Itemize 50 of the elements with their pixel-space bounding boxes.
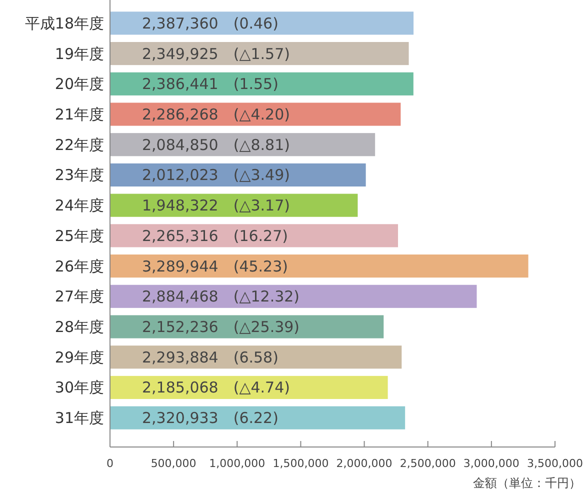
data-label: 2,349,925 (△1.57) bbox=[142, 44, 290, 63]
data-label: 2,884,468 (△12.32) bbox=[142, 288, 300, 306]
y-tick-label: 31年度 bbox=[54, 409, 104, 428]
x-tick-label: 2,500,000 bbox=[400, 457, 456, 470]
data-label: 2,084,850 (△8.81) bbox=[142, 136, 290, 154]
x-tick-label: 1,000,000 bbox=[209, 457, 266, 470]
data-label: 1,948,322 (△3.17) bbox=[142, 196, 290, 215]
y-tick-label: 29年度 bbox=[54, 348, 104, 366]
bar bbox=[110, 12, 414, 35]
x-tick-label: 1,500,000 bbox=[272, 457, 329, 470]
y-tick-label: 23年度 bbox=[54, 166, 104, 184]
y-tick-label: 26年度 bbox=[54, 257, 104, 276]
y-tick-label: 22年度 bbox=[54, 136, 104, 154]
y-tick-label: 平成18年度 bbox=[24, 14, 104, 32]
x-axis-title: 金額（単位：千円） bbox=[473, 476, 581, 490]
data-label: 2,265,316 (16.27) bbox=[142, 226, 288, 245]
bar bbox=[110, 346, 402, 369]
y-tick-label: 30年度 bbox=[54, 378, 104, 397]
y-tick-label: 25年度 bbox=[54, 226, 104, 245]
y-tick-label: 24年度 bbox=[54, 196, 104, 215]
y-tick-label: 21年度 bbox=[54, 106, 104, 124]
data-label: 3,289,944 (45.23) bbox=[142, 257, 288, 276]
data-label: 2,387,360 (0.46) bbox=[142, 14, 278, 32]
y-tick-label: 19年度 bbox=[54, 44, 104, 63]
data-label: 2,152,236 (△25.39) bbox=[142, 318, 300, 336]
bar bbox=[110, 224, 398, 248]
bar bbox=[110, 254, 528, 278]
bar bbox=[110, 406, 406, 430]
bar bbox=[110, 194, 358, 217]
x-tick-label: 2,000,000 bbox=[336, 457, 392, 470]
data-label: 2,293,884 (6.58) bbox=[142, 348, 278, 366]
bar bbox=[110, 376, 388, 399]
data-label: 2,012,023 (△3.49) bbox=[142, 166, 290, 184]
data-label: 2,386,441 (1.55) bbox=[142, 75, 278, 94]
data-label: 2,286,268 (△4.20) bbox=[142, 106, 290, 124]
x-tick-label: 0 bbox=[106, 457, 114, 470]
bar bbox=[110, 102, 401, 126]
bar bbox=[110, 315, 384, 338]
bar bbox=[110, 42, 409, 66]
x-tick-label: 500,000 bbox=[150, 457, 196, 470]
x-tick-label: 3,500,000 bbox=[527, 457, 583, 470]
data-label: 2,320,933 (6.22) bbox=[142, 409, 278, 428]
y-tick-label: 28年度 bbox=[54, 318, 104, 336]
x-tick-label: 3,000,000 bbox=[463, 457, 520, 470]
y-tick-label: 27年度 bbox=[54, 288, 104, 306]
bar bbox=[110, 284, 477, 308]
bar bbox=[110, 72, 414, 96]
data-label: 2,185,068 (△4.74) bbox=[142, 378, 290, 397]
bar bbox=[110, 163, 366, 186]
y-tick-label: 20年度 bbox=[54, 75, 104, 94]
